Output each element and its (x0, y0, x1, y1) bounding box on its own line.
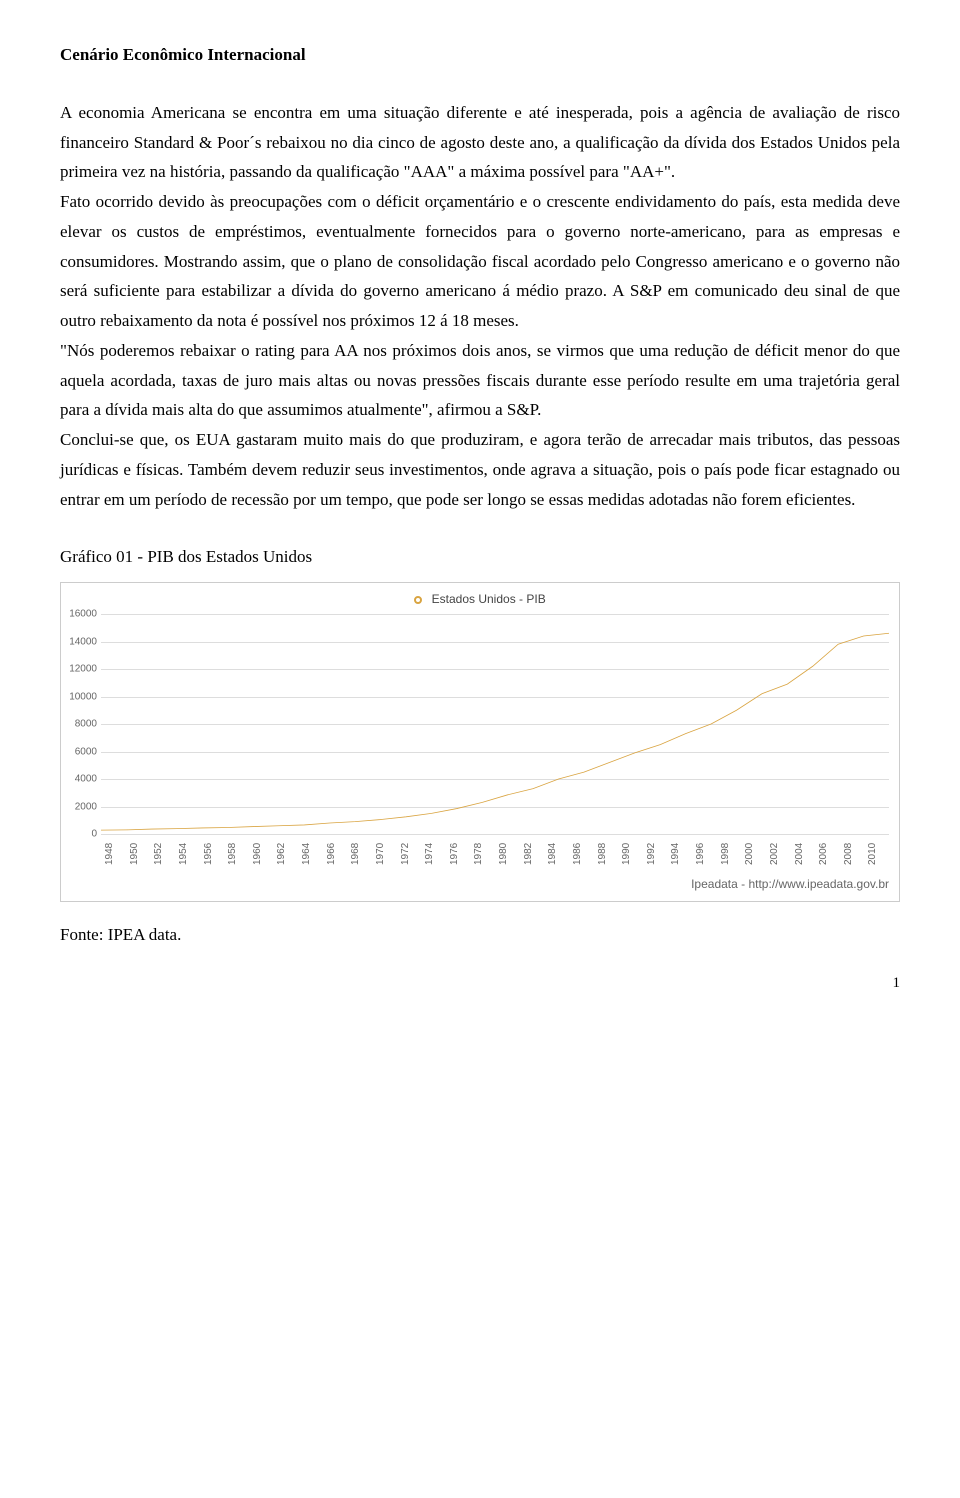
chart-x-tick: 1956 (200, 838, 225, 870)
chart-x-tick: 1988 (594, 838, 619, 870)
chart-container: Estados Unidos - PIB 0200040006000800010… (60, 582, 900, 902)
chart-x-tick: 1980 (495, 838, 520, 870)
chart-x-tick: 1996 (692, 838, 717, 870)
chart-x-tick: 1966 (323, 838, 348, 870)
legend-label: Estados Unidos - PIB (432, 592, 546, 606)
chart-y-tick: 0 (61, 825, 97, 843)
chart-caption: Gráfico 01 - PIB dos Estados Unidos (60, 542, 900, 572)
chart-x-tick: 1970 (372, 838, 397, 870)
paragraph-1: A economia Americana se encontra em uma … (60, 103, 900, 182)
chart-x-tick: 1972 (397, 838, 422, 870)
chart-x-tick: 1984 (544, 838, 569, 870)
chart-y-tick: 4000 (61, 770, 97, 788)
chart-legend: Estados Unidos - PIB (61, 583, 899, 614)
body-text-block: A economia Americana se encontra em uma … (60, 98, 900, 515)
chart-plot-area: 0200040006000800010000120001400016000 (101, 614, 889, 834)
chart-line (101, 614, 889, 834)
chart-x-axis: 1948195019521954195619581960196219641966… (101, 838, 889, 870)
chart-x-tick: 1948 (101, 838, 126, 870)
chart-y-tick: 6000 (61, 743, 97, 761)
chart-x-tick: 2004 (791, 838, 816, 870)
chart-x-tick: 1982 (520, 838, 545, 870)
chart-source-label: Ipeadata - http://www.ipeadata.gov.br (61, 872, 899, 901)
chart-x-tick: 2002 (766, 838, 791, 870)
paragraph-4: Conclui-se que, os EUA gastaram muito ma… (60, 430, 900, 509)
chart-x-tick: 1952 (150, 838, 175, 870)
chart-x-tick: 1974 (421, 838, 446, 870)
chart-x-tick: 1986 (569, 838, 594, 870)
paragraph-2: Fato ocorrido devido às preocupações com… (60, 192, 900, 330)
page-number: 1 (60, 970, 900, 996)
chart-x-tick: 1990 (618, 838, 643, 870)
chart-x-tick: 1968 (347, 838, 372, 870)
chart-x-tick: 2010 (864, 838, 889, 870)
chart-x-tick: 1992 (643, 838, 668, 870)
chart-x-tick: 1998 (717, 838, 742, 870)
chart-y-tick: 2000 (61, 798, 97, 816)
chart-x-tick: 1950 (126, 838, 151, 870)
legend-marker-icon (414, 596, 422, 604)
chart-x-tick: 1962 (273, 838, 298, 870)
chart-x-tick: 1978 (470, 838, 495, 870)
chart-x-tick: 1958 (224, 838, 249, 870)
chart-gridline (101, 834, 889, 835)
chart-y-tick: 10000 (61, 688, 97, 706)
chart-x-tick: 2008 (840, 838, 865, 870)
chart-y-tick: 12000 (61, 660, 97, 678)
chart-x-tick: 2006 (815, 838, 840, 870)
chart-y-tick: 8000 (61, 715, 97, 733)
chart-x-tick: 1960 (249, 838, 274, 870)
page-title: Cenário Econômico Internacional (60, 40, 900, 70)
chart-y-tick: 14000 (61, 633, 97, 651)
figure-source: Fonte: IPEA data. (60, 920, 900, 950)
chart-x-tick: 1964 (298, 838, 323, 870)
chart-x-tick: 1994 (667, 838, 692, 870)
chart-x-tick: 1976 (446, 838, 471, 870)
chart-x-tick: 1954 (175, 838, 200, 870)
chart-x-tick: 2000 (741, 838, 766, 870)
chart-y-tick: 16000 (61, 605, 97, 623)
paragraph-3: "Nós poderemos rebaixar o rating para AA… (60, 341, 900, 420)
